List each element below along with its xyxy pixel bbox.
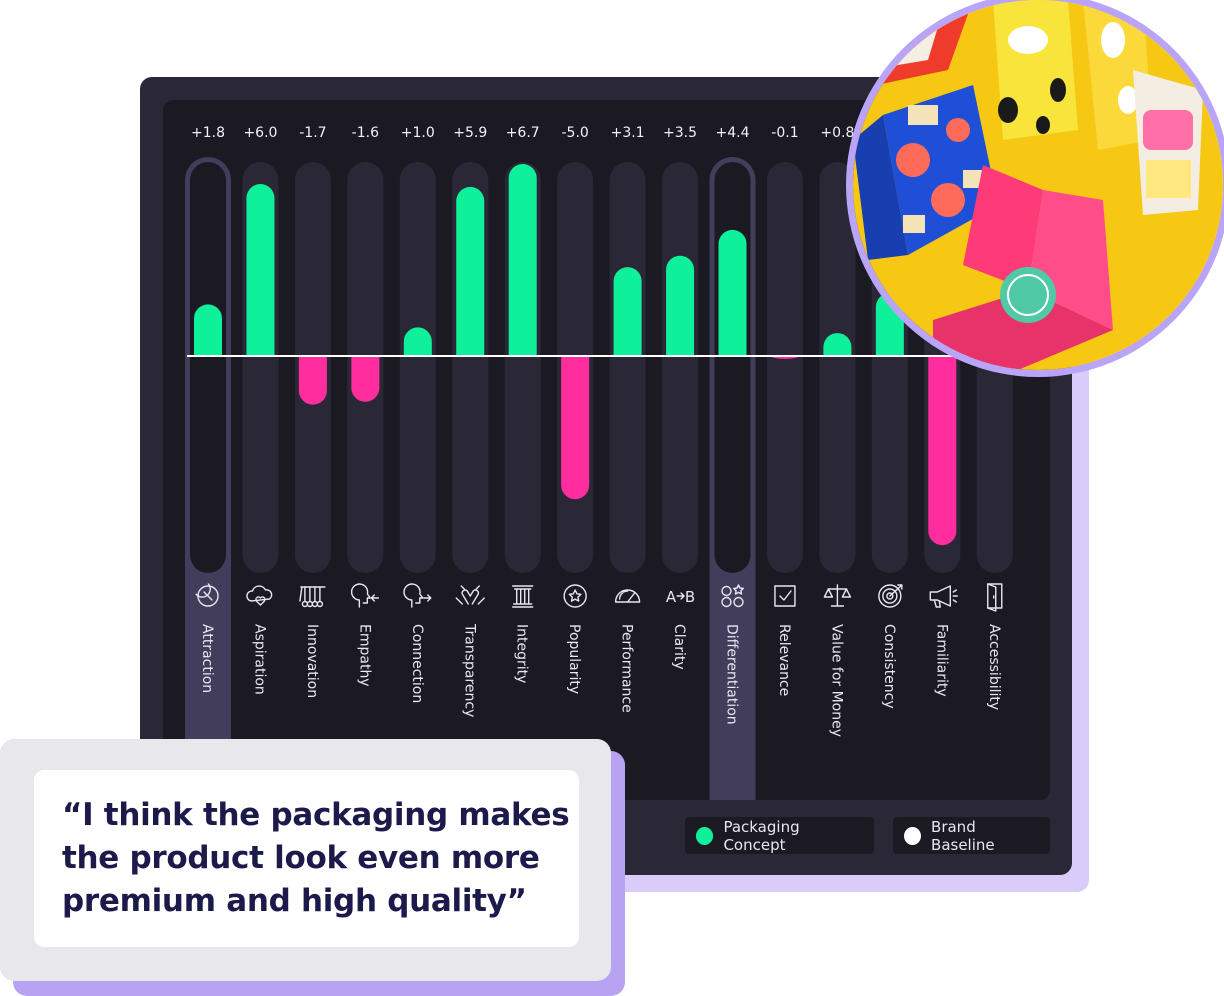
bar-differentiation bbox=[718, 229, 747, 356]
svg-text:B: B bbox=[685, 588, 695, 606]
value-label: +6.0 bbox=[243, 125, 277, 141]
value-label: +1.0 bbox=[401, 125, 435, 141]
track-inset-differentiation bbox=[714, 162, 751, 573]
shapes-icon bbox=[721, 584, 744, 608]
bar-transparency bbox=[456, 186, 485, 356]
bar-integrity bbox=[508, 164, 537, 356]
packaging-concept-swatch bbox=[696, 826, 714, 845]
bar-attraction bbox=[194, 304, 222, 356]
track-relevance bbox=[766, 162, 803, 573]
scales-icon bbox=[823, 584, 852, 607]
bar-empathy bbox=[351, 356, 380, 402]
tick-label: Empathy bbox=[356, 624, 372, 687]
tick-label: Familiarity bbox=[933, 624, 949, 697]
value-label: +6.7 bbox=[506, 125, 540, 141]
bar-value-for-money bbox=[823, 333, 852, 356]
track-value-for-money bbox=[819, 162, 856, 573]
bar-innovation bbox=[298, 356, 327, 405]
tick-label: Integrity bbox=[514, 624, 530, 683]
bar-popularity bbox=[561, 356, 590, 500]
megaphone-icon bbox=[929, 585, 958, 608]
svg-text:A: A bbox=[666, 588, 677, 606]
bar-performance bbox=[613, 267, 642, 356]
tick-label: Value for Money bbox=[828, 624, 844, 737]
track-inset-attraction bbox=[190, 162, 226, 573]
legend-item-packaging-concept[interactable]: Packaging Concept bbox=[685, 817, 874, 854]
packaging-photo bbox=[853, 0, 1223, 370]
bar-consistency bbox=[875, 292, 904, 356]
connection-head-icon bbox=[403, 583, 432, 608]
target-icon bbox=[878, 584, 903, 608]
tick-label: Attraction bbox=[199, 624, 215, 693]
value-label: +1.8 bbox=[191, 125, 225, 141]
tick-label: Innovation bbox=[304, 624, 320, 698]
magnet-icon bbox=[195, 583, 219, 607]
legend-label: Brand Baseline bbox=[931, 817, 995, 854]
brand-baseline-swatch bbox=[904, 826, 922, 845]
checkbox-icon bbox=[774, 585, 796, 607]
empathy-head-icon bbox=[350, 583, 380, 608]
tick-label: Accessibility bbox=[986, 624, 1002, 710]
tick-label: Consistency bbox=[881, 624, 897, 709]
gauge-icon bbox=[614, 589, 641, 603]
track-performance bbox=[609, 162, 646, 573]
tick-label: Popularity bbox=[566, 624, 582, 694]
value-label: +0.8 bbox=[820, 125, 854, 141]
pillar-icon bbox=[512, 585, 534, 608]
cradle-icon bbox=[299, 586, 326, 608]
track-connection bbox=[399, 162, 436, 573]
tick-label: Connection bbox=[409, 624, 425, 703]
bar-aspiration bbox=[246, 184, 275, 356]
value-label: +5.9 bbox=[453, 125, 487, 141]
value-label: +3.1 bbox=[611, 125, 645, 141]
tick-label: Transparency bbox=[461, 623, 477, 717]
value-label: -1.7 bbox=[299, 125, 326, 141]
door-icon bbox=[987, 583, 1003, 612]
tick-label: Aspiration bbox=[251, 624, 267, 695]
track-clarity bbox=[662, 162, 699, 573]
cloud-heart-icon bbox=[246, 585, 273, 606]
quote-inner bbox=[34, 770, 579, 947]
value-label: +3.5 bbox=[663, 125, 697, 141]
bar-familiarity bbox=[928, 356, 957, 546]
legend-item-brand-baseline[interactable]: Brand Baseline bbox=[893, 817, 1050, 854]
hands-icon bbox=[455, 585, 485, 605]
bar-clarity bbox=[666, 255, 695, 356]
tick-label: Relevance bbox=[776, 624, 792, 696]
value-label: -1.6 bbox=[352, 125, 379, 141]
bar-chart: +1.8 Attraction +6.0 Aspiration -1.7 Innovati… bbox=[185, 125, 1050, 800]
value-label: -5.0 bbox=[561, 125, 588, 141]
bar-connection bbox=[403, 327, 432, 356]
value-label: -0.1 bbox=[771, 125, 798, 141]
chart-area: +1.8 Attraction +6.0 Aspiration -1.7 Innovati… bbox=[163, 100, 1050, 800]
star-circle-icon bbox=[563, 584, 587, 608]
tick-label: Performance bbox=[619, 624, 635, 713]
testimonial-quote: “I think the packaging makes the product… bbox=[62, 797, 570, 919]
legend-label: Packaging Concept bbox=[723, 817, 800, 854]
tick-label: Clarity bbox=[671, 624, 687, 670]
value-label: +4.4 bbox=[716, 125, 750, 141]
tick-label: Differentiation bbox=[724, 624, 740, 725]
